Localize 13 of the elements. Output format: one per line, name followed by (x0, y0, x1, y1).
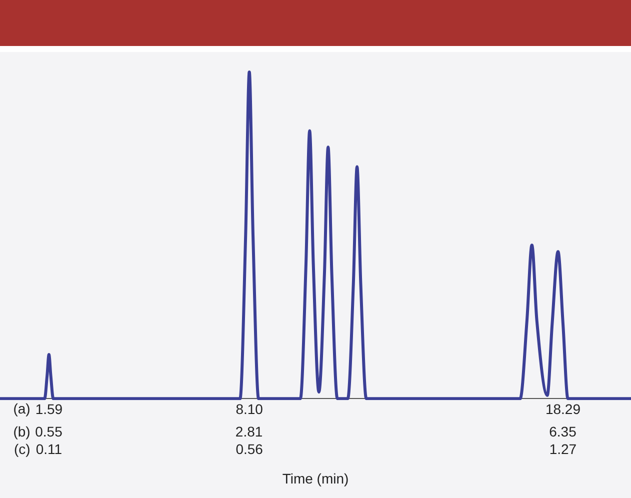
x2-tick-label: 6.35 (549, 424, 577, 440)
x-tick-label: 18.29 (545, 400, 581, 417)
x-tick-label: 1.59 (35, 400, 63, 417)
x2-tick-label: 0.55 (35, 424, 63, 440)
x-axis-title: Time (min) (282, 470, 349, 486)
x2-tick-label: 2.81 (235, 424, 263, 440)
text: (a) (13, 400, 30, 416)
text: 0.11 (36, 440, 62, 457)
text: 1.27 (549, 440, 577, 457)
text: (b) (13, 423, 30, 440)
text: 0.56 (236, 440, 264, 457)
x-tick-label: 8.10 (236, 400, 264, 417)
text: (c) (14, 440, 30, 457)
